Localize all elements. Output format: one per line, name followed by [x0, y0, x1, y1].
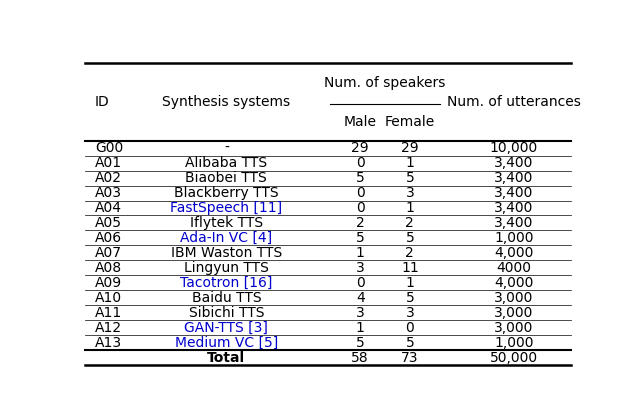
Text: ID: ID	[95, 95, 109, 109]
Text: 0: 0	[356, 156, 365, 170]
Text: 3,000: 3,000	[494, 321, 534, 335]
Text: 5: 5	[406, 291, 414, 305]
Text: -: -	[224, 141, 228, 155]
Text: 2: 2	[406, 246, 414, 260]
Text: 1: 1	[356, 246, 365, 260]
Text: 1: 1	[356, 321, 365, 335]
Text: Medium VC [5]: Medium VC [5]	[175, 336, 278, 350]
Text: Sibichi TTS: Sibichi TTS	[189, 306, 264, 320]
Text: 3,400: 3,400	[494, 186, 534, 200]
Text: Lingyun TTS: Lingyun TTS	[184, 261, 269, 275]
Text: 5: 5	[356, 171, 365, 185]
Text: 5: 5	[406, 231, 414, 245]
Text: 3: 3	[356, 261, 365, 275]
Text: Synthesis systems: Synthesis systems	[163, 95, 291, 109]
Text: A07: A07	[95, 246, 122, 260]
Text: 4,000: 4,000	[494, 276, 534, 290]
Text: 3: 3	[356, 306, 365, 320]
Text: Blackberry TTS: Blackberry TTS	[174, 186, 278, 200]
Text: A09: A09	[95, 276, 122, 290]
Text: 5: 5	[406, 171, 414, 185]
Text: 5: 5	[356, 231, 365, 245]
Text: 0: 0	[406, 321, 414, 335]
Text: 3: 3	[406, 306, 414, 320]
Text: Total: Total	[207, 351, 245, 365]
Text: 3,400: 3,400	[494, 156, 534, 170]
Text: A05: A05	[95, 216, 122, 230]
Text: Tacotron [16]: Tacotron [16]	[180, 276, 273, 290]
Text: 1,000: 1,000	[494, 231, 534, 245]
Text: 1: 1	[405, 276, 414, 290]
Text: GAN-TTS [3]: GAN-TTS [3]	[184, 321, 268, 335]
Text: 29: 29	[351, 141, 369, 155]
Text: 4: 4	[356, 291, 365, 305]
Text: A10: A10	[95, 291, 122, 305]
Text: Biaobei TTS: Biaobei TTS	[186, 171, 267, 185]
Text: A02: A02	[95, 171, 122, 185]
Text: 2: 2	[406, 216, 414, 230]
Text: 3: 3	[406, 186, 414, 200]
Text: A08: A08	[95, 261, 122, 275]
Text: 0: 0	[356, 201, 365, 215]
Text: 0: 0	[356, 186, 365, 200]
Text: 5: 5	[356, 336, 365, 350]
Text: Iflytek TTS: Iflytek TTS	[189, 216, 263, 230]
Text: A06: A06	[95, 231, 122, 245]
Text: 3,400: 3,400	[494, 171, 534, 185]
Text: 3,400: 3,400	[494, 216, 534, 230]
Text: A04: A04	[95, 201, 122, 215]
Text: A13: A13	[95, 336, 122, 350]
Text: 58: 58	[351, 351, 369, 365]
Text: 29: 29	[401, 141, 419, 155]
Text: A12: A12	[95, 321, 122, 335]
Text: 11: 11	[401, 261, 419, 275]
Text: Alibaba TTS: Alibaba TTS	[185, 156, 268, 170]
Text: 10,000: 10,000	[490, 141, 538, 155]
Text: Female: Female	[385, 115, 435, 129]
Text: Num. of speakers: Num. of speakers	[324, 76, 445, 91]
Text: Ada-In VC [4]: Ada-In VC [4]	[180, 231, 273, 245]
Text: 2: 2	[356, 216, 365, 230]
Text: 1,000: 1,000	[494, 336, 534, 350]
Text: 73: 73	[401, 351, 419, 365]
Text: Male: Male	[344, 115, 377, 129]
Text: 4,000: 4,000	[494, 246, 534, 260]
Text: 3,000: 3,000	[494, 291, 534, 305]
Text: A03: A03	[95, 186, 122, 200]
Text: Baidu TTS: Baidu TTS	[191, 291, 261, 305]
Text: A11: A11	[95, 306, 122, 320]
Text: 3,400: 3,400	[494, 201, 534, 215]
Text: G00: G00	[95, 141, 123, 155]
Text: FastSpeech [11]: FastSpeech [11]	[170, 201, 282, 215]
Text: 50,000: 50,000	[490, 351, 538, 365]
Text: Num. of utterances: Num. of utterances	[447, 95, 581, 109]
Text: 0: 0	[356, 276, 365, 290]
Text: 1: 1	[405, 156, 414, 170]
Text: 3,000: 3,000	[494, 306, 534, 320]
Text: 1: 1	[405, 201, 414, 215]
Text: 5: 5	[406, 336, 414, 350]
Text: IBM Waston TTS: IBM Waston TTS	[171, 246, 282, 260]
Text: A01: A01	[95, 156, 122, 170]
Text: 4000: 4000	[497, 261, 531, 275]
